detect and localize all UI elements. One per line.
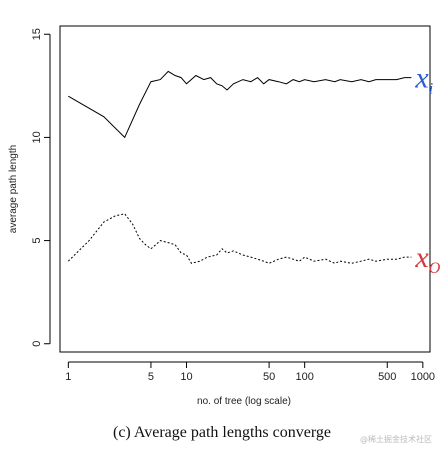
x-tick-label: 10 bbox=[180, 371, 192, 383]
x-tick-label: 100 bbox=[295, 371, 313, 383]
series-label-xo: xO bbox=[414, 241, 440, 277]
plot-frame bbox=[59, 25, 431, 353]
series-line-xo bbox=[67, 213, 412, 264]
y-tick-label: 15 bbox=[31, 28, 43, 40]
y-tick-label: 0 bbox=[31, 341, 43, 347]
series-label-main: x bbox=[414, 62, 429, 95]
x-tick-label: 500 bbox=[378, 371, 396, 383]
watermark: @稀土掘金技术社区 bbox=[360, 435, 432, 444]
x-axis: 1 5 10 50 100 500 1000 bbox=[65, 361, 435, 383]
series-line-xi bbox=[68, 70, 412, 139]
y-axis: 0 5 10 15 bbox=[31, 28, 51, 347]
x-tick-label: 1 bbox=[65, 371, 71, 383]
series-label-subscript: O bbox=[429, 260, 441, 277]
x-tick-label: 1000 bbox=[411, 371, 435, 383]
series-label-subscript: i bbox=[429, 81, 433, 98]
series-layer bbox=[67, 70, 412, 264]
series-label-xi: xi bbox=[414, 62, 433, 98]
y-tick-label: 5 bbox=[31, 238, 43, 244]
series-label-main: x bbox=[414, 241, 429, 274]
y-tick-label: 10 bbox=[31, 131, 43, 143]
figure-caption: (c) Average path lengths converge bbox=[113, 424, 331, 441]
y-axis-title: average path length bbox=[8, 145, 19, 233]
x-tick-label: 5 bbox=[148, 371, 154, 383]
x-axis-title: no. of tree (log scale) bbox=[197, 396, 291, 407]
x-tick-label: 50 bbox=[263, 371, 275, 383]
